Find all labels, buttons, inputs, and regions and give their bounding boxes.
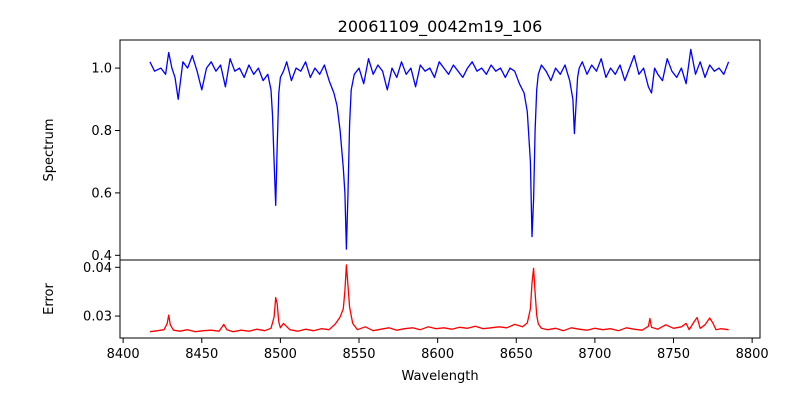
spectrum-y-tick-label: 0.4 (91, 249, 112, 264)
x-tick-label: 8800 (736, 347, 769, 362)
error-y-tick-label: 0.04 (83, 261, 112, 276)
error-series-line (149, 264, 729, 333)
spectrum-y-tick-label: 0.6 (91, 186, 112, 201)
x-tick-label: 8700 (578, 347, 611, 362)
x-tick-label: 8500 (264, 347, 297, 362)
chart-panels: 0.4 0.6 0.8 1.0 Spectrum 0.03 0.04 Error 8400 845… (42, 39, 769, 362)
x-tick-label: 8450 (185, 347, 218, 362)
error-panel: 0.03 0.04 Error (42, 259, 761, 339)
error-y-axis-label: Error (42, 283, 57, 315)
spectrum-y-tick-label: 0.8 (91, 124, 112, 139)
x-tick-label: 8650 (500, 347, 533, 362)
spectrum-y-axis-label: Spectrum (42, 119, 57, 182)
spectrum-y-tick-label: 1.0 (91, 62, 112, 77)
spectrum-series-line (149, 48, 730, 250)
error-axes-frame (119, 259, 761, 339)
x-tick-label: 8400 (107, 347, 140, 362)
x-axis-label: Wavelength (401, 369, 478, 384)
x-axis: 8400 8450 8500 8550 8600 8650 8700 8750 8800 (107, 338, 769, 362)
error-y-tick-label: 0.03 (83, 310, 112, 325)
x-tick-label: 8750 (657, 347, 690, 362)
x-tick-label: 8550 (342, 347, 375, 362)
chart-title: 20061109_0042m19_106 (338, 17, 543, 37)
x-tick-label: 8600 (421, 347, 454, 362)
